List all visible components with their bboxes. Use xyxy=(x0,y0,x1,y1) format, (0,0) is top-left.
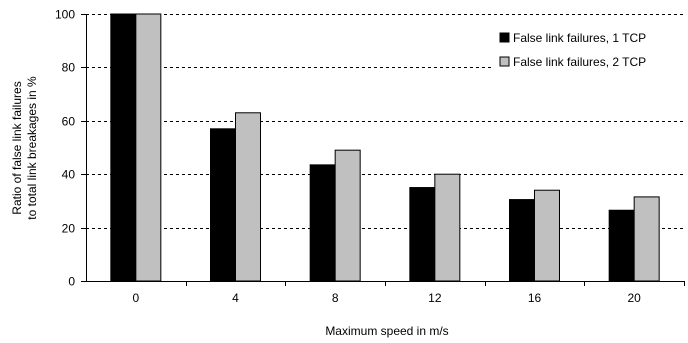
y-axis-label-line-2: to total link breakages in % xyxy=(25,76,39,220)
legend-label-2tcp: False link failures, 2 TCP xyxy=(513,55,646,69)
bars xyxy=(110,13,660,282)
bar-2tcp-8 xyxy=(334,149,361,282)
bar-2tcp-4 xyxy=(235,112,261,282)
bar-2tcp-20 xyxy=(633,196,660,282)
y-tick-label-60: 60 xyxy=(62,115,76,129)
x-axis-label: Maximum speed in m/s xyxy=(325,324,448,338)
legend-swatch-2tcp xyxy=(499,56,510,67)
legend-label-1tcp: False link failures, 1 TCP xyxy=(513,31,646,45)
x-axis-ticks: 0 4 8 12 16 20 xyxy=(132,281,685,305)
bar-2tcp-12 xyxy=(434,173,461,282)
x-tick-label-4: 4 xyxy=(232,291,239,305)
y-tick-label-20: 20 xyxy=(62,222,76,236)
x-tick-label-12: 12 xyxy=(428,291,442,305)
x-tick-label-20: 20 xyxy=(627,291,641,305)
y-tick-label-0: 0 xyxy=(68,275,75,289)
bar-2tcp-0 xyxy=(135,13,162,282)
bar-2tcp-16 xyxy=(534,189,560,282)
bar-1tcp-8 xyxy=(309,164,336,282)
y-axis-label: Ratio of false link failures to total li… xyxy=(10,76,39,220)
y-tick-label-40: 40 xyxy=(62,168,76,182)
bar-1tcp-16 xyxy=(509,199,535,282)
y-axis-label-line-1: Ratio of false link failures xyxy=(10,81,24,214)
legend-swatch-1tcp xyxy=(499,32,510,43)
bar-1tcp-0 xyxy=(110,13,137,282)
y-axis-ticks: 0 20 40 60 80 100 xyxy=(55,8,86,289)
x-tick-label-16: 16 xyxy=(528,291,542,305)
legend-background xyxy=(494,27,686,77)
y-tick-label-100: 100 xyxy=(55,8,75,22)
x-tick-label-8: 8 xyxy=(332,291,339,305)
bar-1tcp-4 xyxy=(210,128,236,282)
x-tick-label-0: 0 xyxy=(132,291,139,305)
legend: False link failures, 1 TCP False link fa… xyxy=(494,27,686,77)
bar-1tcp-20 xyxy=(608,209,635,282)
bar-1tcp-12 xyxy=(409,187,436,282)
y-tick-label-80: 80 xyxy=(62,61,76,75)
